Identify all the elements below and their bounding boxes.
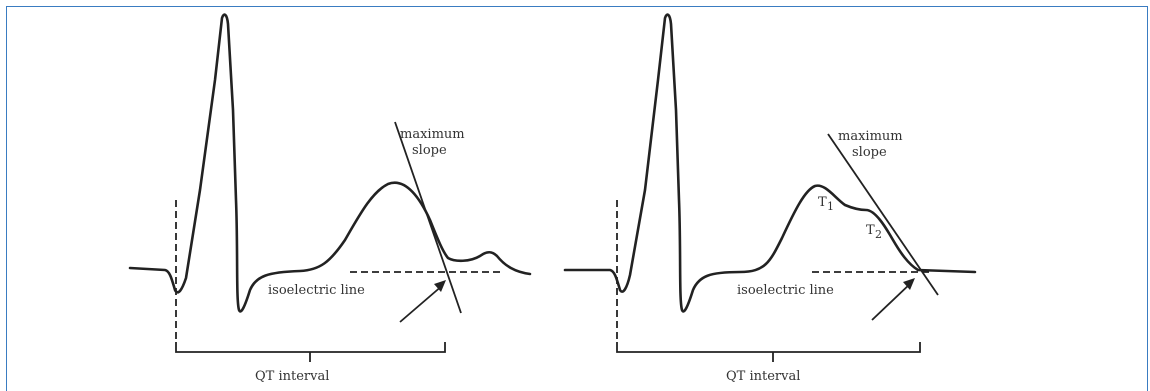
t1-subscript: 1 <box>827 200 834 213</box>
qt-bracket-right <box>616 342 921 353</box>
ecg-trace-right <box>563 13 977 313</box>
arrow-right <box>871 281 913 321</box>
qt-bracket-left <box>175 342 446 353</box>
qt-interval-label-right: QT interval <box>726 369 800 384</box>
ecg-trace-left <box>128 13 532 313</box>
panel-left: maximum slope isoelectric line QT interv… <box>128 13 532 384</box>
qt-interval-label-left: QT interval <box>255 369 329 384</box>
isoelectric-label-right: isoelectric line <box>737 283 834 298</box>
slope-label-line2-left: slope <box>412 143 447 158</box>
figure-frame <box>6 6 1148 391</box>
panel-right: maximum slope isoelectric line QT interv… <box>563 13 977 384</box>
isoelectric-label-left: isoelectric line <box>268 283 365 298</box>
slope-label-line1-right: maximum <box>838 129 903 144</box>
arrow-head-left <box>434 280 446 292</box>
max-slope-line-right <box>827 133 939 296</box>
t1-label: T <box>818 195 827 210</box>
max-slope-line-left <box>394 121 462 314</box>
slope-label-line2-right: slope <box>852 145 887 160</box>
arrow-head-right <box>903 278 915 290</box>
slope-label-line1-left: maximum <box>400 127 465 142</box>
t2-subscript: 2 <box>875 228 882 241</box>
arrow-left <box>399 284 444 323</box>
t2-label: T <box>866 223 875 238</box>
